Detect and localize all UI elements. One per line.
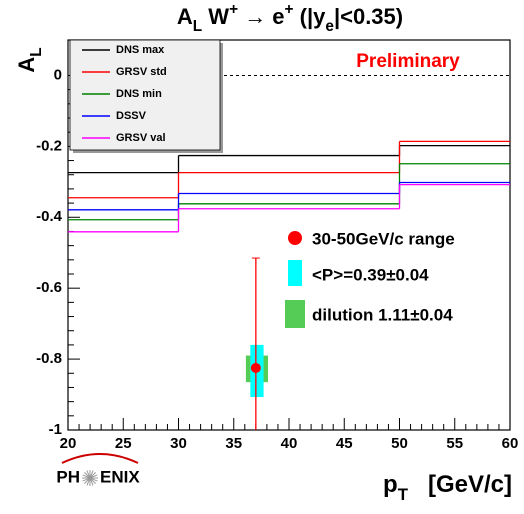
x-tick-label: 35	[225, 435, 242, 452]
legend-marker	[288, 260, 302, 286]
text-part: A	[177, 4, 193, 29]
x-tick-label: 40	[281, 435, 298, 452]
text-part: L	[28, 47, 45, 56]
y-tick-label: 0	[54, 66, 62, 83]
text-part: +	[229, 1, 238, 18]
text-part: → e	[238, 4, 284, 29]
text-part: [GeV/c]	[408, 471, 512, 498]
text-part: T	[398, 485, 409, 504]
text-part: +	[285, 1, 294, 18]
chart-title: AL W+ → e+ (|ye|<0.35)	[177, 1, 403, 35]
y-tick-label: -0.8	[36, 350, 62, 367]
logo-text: PH	[56, 467, 80, 486]
legend-label: 30-50GeV/c range	[312, 229, 455, 248]
legend-label: GRSV std	[116, 66, 167, 78]
y-tick-label: -0.2	[36, 137, 62, 154]
text-part: |<0.35)	[334, 4, 403, 29]
text-part: L	[193, 18, 202, 35]
legend-marker	[288, 231, 302, 245]
text-part: A	[14, 57, 39, 73]
x-axis-label: pT [GeV/c]	[383, 471, 512, 504]
plot-area	[68, 140, 510, 430]
y-tick-label: -0.6	[36, 279, 62, 296]
legend-marker	[285, 300, 305, 328]
text-part: W	[202, 4, 229, 29]
text-part: p	[383, 471, 398, 498]
x-tick-label: 55	[446, 435, 463, 452]
logo-star	[82, 474, 98, 482]
legend-box	[69, 39, 221, 151]
legend-label: DSSV	[116, 110, 147, 122]
x-tick-label: 60	[502, 435, 519, 452]
text-part: e	[325, 18, 334, 35]
logo-text: ENIX	[100, 467, 140, 486]
x-tick-label: 30	[170, 435, 187, 452]
y-tick-label: -1	[49, 421, 62, 438]
legend-label: GRSV val	[116, 132, 166, 144]
x-tick-label: 25	[115, 435, 132, 452]
logo-arc	[61, 453, 139, 464]
legend-label: DNS max	[116, 44, 165, 56]
legend-label: dilution 1.11±0.04	[312, 305, 453, 324]
legend-label: <P>=0.39±0.04	[312, 265, 429, 284]
legend-label: DNS min	[116, 88, 162, 100]
data-point	[250, 362, 261, 373]
annotation: Preliminary	[356, 51, 460, 72]
x-tick-label: 50	[391, 435, 408, 452]
text-part: (|y	[294, 4, 327, 29]
y-tick-label: -0.4	[36, 208, 63, 225]
x-tick-label: 45	[336, 435, 353, 452]
x-tick-label: 20	[60, 435, 77, 452]
y-axis-label: AL	[14, 47, 45, 72]
